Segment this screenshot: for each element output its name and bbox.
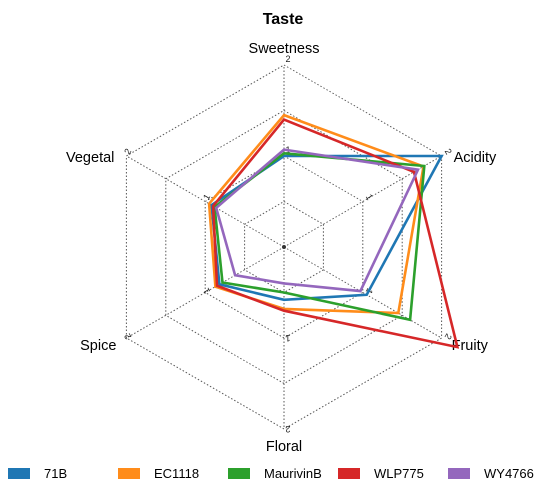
legend-swatch-ec1118 (118, 468, 140, 479)
series-lines (207, 113, 460, 349)
series-line-wy4766 (214, 148, 420, 293)
legend-swatch-71b (8, 468, 30, 479)
tick-label-spice-2: 2 (122, 332, 133, 341)
center-point (282, 245, 286, 249)
tick-label-acidity-2: 2 (443, 147, 454, 156)
series-line-maurivinb (213, 151, 426, 322)
legend-label-maurivinb: MaurivinB (264, 466, 322, 481)
tick-label-vegetal-1: 1 (201, 192, 212, 201)
axis-label-floral: Floral (266, 439, 302, 455)
spoke-fruity (283, 246, 442, 339)
axis-label-fruity: Fruity (452, 338, 489, 354)
tick-label-fruity-2: 2 (443, 332, 454, 341)
axis-label-acidity: Acidity (454, 150, 497, 166)
tick-label-vegetal-2: 2 (122, 147, 133, 156)
legend-label-wlp775: WLP775 (374, 466, 424, 481)
grid-ring-1 (244, 200, 324, 294)
tick-label-acidity-1: 1 (364, 192, 375, 201)
series-line-wlp775 (211, 118, 460, 349)
legend-label-wy4766: WY4766 (484, 466, 534, 481)
legend-swatch-wy4766 (448, 468, 470, 479)
tick-label-floral-2: 2 (285, 424, 290, 434)
chart-title: Taste (263, 11, 304, 28)
tick-label-floral-1: 1 (285, 333, 290, 343)
grid-ring-3 (165, 109, 403, 385)
spoke-acidity (283, 155, 442, 248)
axis-label-vegetal: Vegetal (66, 150, 114, 166)
tick-label-spice-1: 1 (201, 286, 212, 295)
tick-label-sweetness-2: 2 (285, 54, 290, 64)
spoke-spice (126, 246, 285, 339)
series-line-ec1118 (207, 113, 425, 315)
axis-labels: Sweetness Acidity Fruity Floral Spice Vegetal (66, 41, 497, 455)
legend-label-71b: 71B (44, 466, 67, 481)
legend-swatch-wlp775 (338, 468, 360, 479)
spoke-vegetal (126, 155, 285, 248)
axis-label-sweetness: Sweetness (249, 41, 320, 57)
legend-swatch-maurivinb (228, 468, 250, 479)
legend-label-ec1118: EC1118 (154, 466, 199, 481)
legend: 71B EC1118 MaurivinB WLP775 WY4766 (8, 466, 534, 481)
axis-label-spice: Spice (80, 338, 116, 354)
series-line-71b (210, 154, 444, 302)
